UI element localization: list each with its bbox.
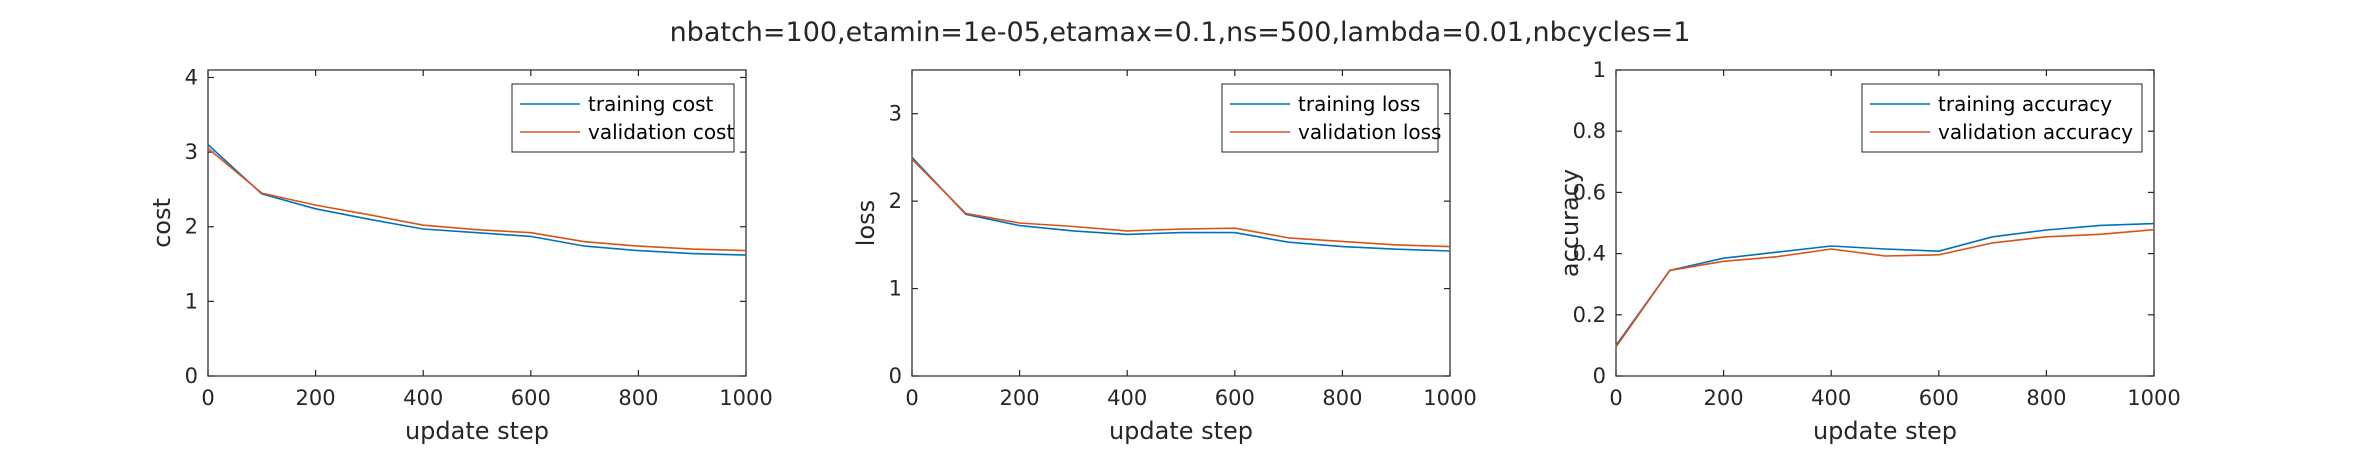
y-tick-label: 0.6: [1573, 180, 1606, 204]
figure-title: nbatch=100,etamin=1e-05,etamax=0.1,ns=50…: [670, 17, 1691, 48]
y-tick-label: 1: [185, 289, 198, 313]
series-line-training: [207, 144, 747, 256]
x-tick-label: 600: [1215, 386, 1255, 410]
legend-label: training cost: [588, 92, 713, 116]
series-line-validation: [207, 147, 747, 252]
x-tick-label: 1000: [719, 386, 772, 410]
x-tick-label: 600: [511, 386, 551, 410]
series-line-validation: [1615, 228, 2155, 348]
x-tick-label: 0: [201, 386, 214, 410]
legend-label: training loss: [1298, 92, 1420, 116]
legend: training accuracy validation accuracy: [1861, 83, 2143, 153]
chart-panel-2: 0 200 400 600 800 1000 0 1 2 3 update step loss trai…: [852, 69, 1477, 445]
x-tick-label: 800: [1322, 386, 1362, 410]
series-line-training: [911, 156, 1451, 252]
legend-label: training accuracy: [1938, 92, 2112, 116]
legend-label: validation accuracy: [1938, 120, 2133, 144]
chart-panel-1: 0 200 400 600 800 1000 0 1 2 3 4 update step cost tra…: [148, 65, 773, 445]
y-axis-label: loss: [852, 200, 880, 246]
y-tick-label: 3: [889, 102, 902, 126]
y-tick-label: 3: [185, 140, 198, 164]
y-tick-label: 0: [185, 364, 198, 388]
y-tick-label: 0: [889, 364, 902, 388]
legend: training loss validation loss: [1221, 83, 1441, 153]
y-tick-label: 1: [889, 277, 902, 301]
legend-box: [511, 83, 735, 153]
legend-box: [1861, 83, 2143, 153]
legend-label: validation loss: [1298, 120, 1441, 144]
x-tick-label: 1000: [2127, 386, 2180, 410]
x-tick-label: 400: [403, 386, 443, 410]
x-tick-label: 200: [296, 386, 336, 410]
y-tick-label: 1: [1593, 58, 1606, 82]
x-tick-label: 400: [1107, 386, 1147, 410]
y-tick-label: 4: [185, 65, 198, 89]
y-tick-label: 0.4: [1573, 242, 1606, 266]
series-line-training: [1615, 222, 2155, 346]
y-tick-label: 2: [185, 215, 198, 239]
y-tick-label: 2: [889, 189, 902, 213]
x-tick-label: 200: [1704, 386, 1744, 410]
y-axis-label: cost: [148, 198, 176, 248]
legend-box: [1221, 83, 1439, 153]
y-axis-label: accuracy: [1556, 169, 1584, 277]
x-axis-label: update step: [1813, 417, 1957, 445]
series-line-validation: [911, 158, 1451, 248]
chart-panel-3: 0 200 400 600 800 1000 0 0.2 0.4 0.6 0.8 1 update st…: [1556, 58, 2181, 445]
x-tick-label: 200: [1000, 386, 1040, 410]
x-tick-label: 800: [2026, 386, 2066, 410]
x-axis-label: update step: [1109, 417, 1253, 445]
y-tick-label: 0.2: [1573, 303, 1606, 327]
x-axis-label: update step: [405, 417, 549, 445]
y-tick-label: 0.8: [1573, 119, 1606, 143]
x-tick-label: 0: [1609, 386, 1622, 410]
x-tick-label: 800: [618, 386, 658, 410]
x-tick-label: 400: [1811, 386, 1851, 410]
x-tick-label: 0: [905, 386, 918, 410]
legend-label: validation cost: [588, 120, 734, 144]
x-tick-label: 600: [1919, 386, 1959, 410]
x-tick-label: 1000: [1423, 386, 1476, 410]
legend: training cost validation cost: [511, 83, 735, 153]
y-tick-label: 0: [1593, 364, 1606, 388]
